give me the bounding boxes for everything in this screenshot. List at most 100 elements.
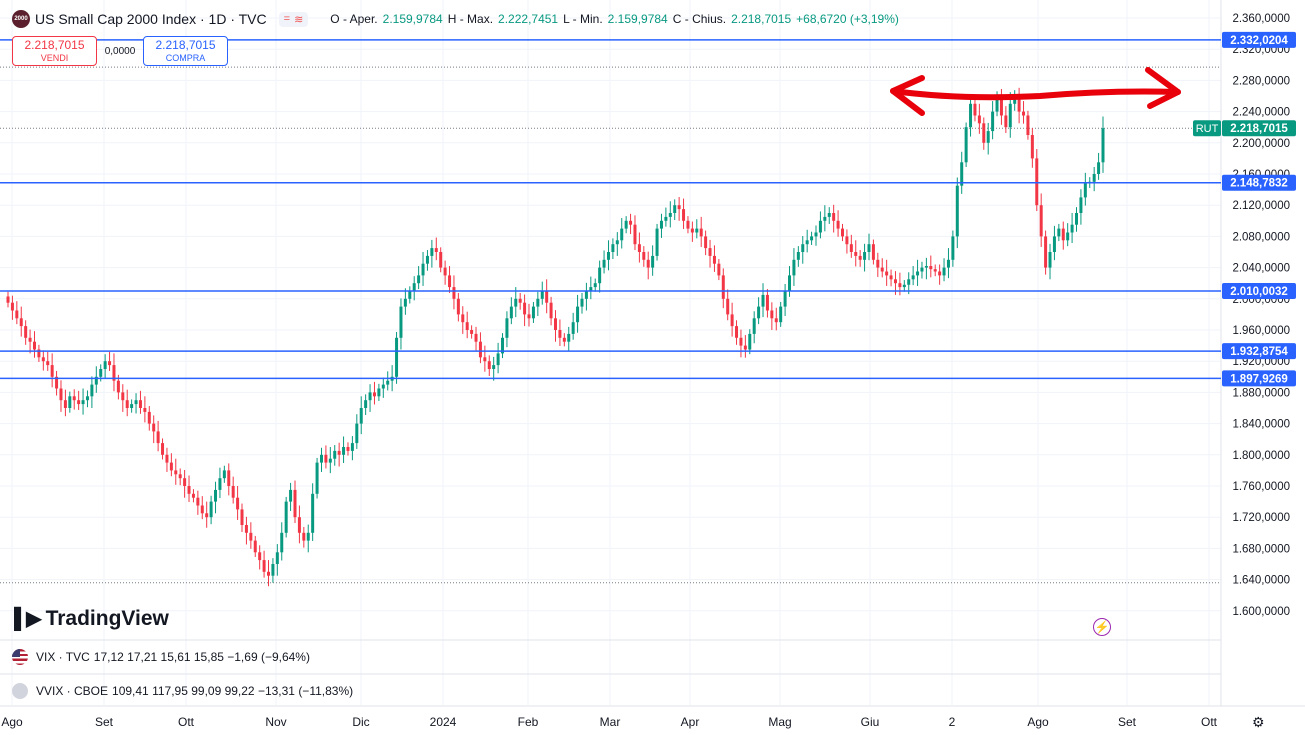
indicator-values: 109,41 117,95 99,09 99,22 −13,31 (−11,83… xyxy=(112,684,354,698)
candle-body xyxy=(871,244,875,260)
candle-body xyxy=(783,291,787,307)
candle-body xyxy=(712,255,716,264)
candle-body xyxy=(814,232,818,237)
candle-body xyxy=(1048,252,1052,268)
price-line-label-bg xyxy=(1222,343,1296,360)
candle-body xyxy=(743,345,747,350)
tradingview-logo[interactable]: ▌▶ TradingView xyxy=(14,606,169,631)
last-price-symbol-bg xyxy=(1193,120,1221,137)
candle-body xyxy=(615,240,619,245)
candle-body xyxy=(509,306,513,319)
y-tick-label: 1.680,0000 xyxy=(1232,543,1290,555)
candle-body xyxy=(854,252,858,256)
candle-body xyxy=(942,267,946,276)
candle-body xyxy=(355,423,359,444)
candle-body xyxy=(439,252,443,268)
candle-body xyxy=(598,267,602,284)
candle-body xyxy=(717,263,721,276)
candle-body xyxy=(805,240,809,245)
candle-body xyxy=(955,185,959,237)
annotation-arrow-left-head xyxy=(890,75,925,116)
candle-body xyxy=(319,454,323,463)
candle-body xyxy=(143,408,147,412)
candle-body xyxy=(90,384,94,397)
candle-body xyxy=(801,244,805,252)
candle-body xyxy=(823,216,827,221)
wave-icon[interactable]: ≋ xyxy=(294,13,304,26)
candle-body xyxy=(1061,228,1065,241)
candle-body xyxy=(253,540,257,553)
candle-body xyxy=(1083,183,1087,198)
candle-body xyxy=(991,111,995,132)
candle-body xyxy=(1035,158,1039,206)
candle-body xyxy=(218,478,222,490)
candle-body xyxy=(156,431,160,444)
candle-body xyxy=(867,244,871,252)
change-value: +68,6720 (+3,19%) xyxy=(796,12,899,26)
y-tick-label: 2.080,0000 xyxy=(1232,231,1290,243)
indicator-vix[interactable]: VIX · TVC 17,12 17,21 15,61 15,85 −1,69 … xyxy=(12,649,310,665)
y-tick-label: 2.240,0000 xyxy=(1232,107,1290,119)
candle-body xyxy=(593,283,597,288)
symbol-logo-icon: 2000 xyxy=(12,10,30,28)
candle-body xyxy=(99,369,103,377)
candle-body xyxy=(1044,236,1048,268)
y-tick-label: 1.800,0000 xyxy=(1232,450,1290,462)
candle-body xyxy=(342,447,346,455)
equal-icon[interactable]: = xyxy=(283,12,291,25)
candle-body xyxy=(655,228,659,256)
candle-body xyxy=(554,318,557,330)
candle-body xyxy=(403,298,407,307)
candle-body xyxy=(483,357,487,362)
y-tick-label: 2.200,0000 xyxy=(1232,138,1290,150)
candle-body xyxy=(982,123,986,143)
candle-body xyxy=(682,209,686,221)
flash-icon[interactable]: ⚡ xyxy=(1093,618,1111,636)
candle-body xyxy=(858,255,862,260)
candle-body xyxy=(924,266,928,268)
candle-body xyxy=(721,275,725,299)
candle-body xyxy=(849,244,853,252)
candle-body xyxy=(704,236,708,249)
annotation-arrow-shaft xyxy=(890,88,1181,101)
candle-body xyxy=(1066,232,1070,241)
candle-body xyxy=(1052,236,1056,252)
candle-body xyxy=(907,279,911,285)
indicator-vvix[interactable]: VVIX · CBOE 109,41 117,95 99,09 99,22 −1… xyxy=(12,683,353,699)
candle-body xyxy=(668,213,672,217)
symbol-title[interactable]: US Small Cap 2000 Index · 1D · TVC xyxy=(35,11,267,27)
buy-label: COMPRA xyxy=(165,53,206,63)
price-line-label: 2.332,0204 xyxy=(1230,35,1288,47)
candle-body xyxy=(686,220,690,229)
candle-body xyxy=(386,380,390,385)
candle-body xyxy=(350,443,354,451)
settings-gear-icon[interactable]: ⚙ xyxy=(1252,714,1265,730)
candle-body xyxy=(818,220,822,233)
indicator-symbol: VIX · TVC xyxy=(36,650,90,664)
cboe-logo-icon xyxy=(12,683,28,699)
candle-body xyxy=(911,275,915,280)
candle-body xyxy=(474,333,478,342)
price-line-label: 2.010,0032 xyxy=(1230,286,1288,298)
trade-panel: 2.218,7015 VENDI 0,0000 2.218,7015 COMPR… xyxy=(12,36,228,66)
candle-body xyxy=(284,501,288,533)
y-tick-label: 2.360,0000 xyxy=(1232,13,1290,25)
candle-body xyxy=(584,291,588,299)
candle-body xyxy=(368,392,372,401)
x-tick-label: Mag xyxy=(768,715,791,729)
candle-body xyxy=(147,411,151,424)
candle-body xyxy=(443,267,447,276)
sell-button[interactable]: 2.218,7015 VENDI xyxy=(12,36,97,66)
candle-body xyxy=(986,131,990,143)
x-tick-label: Ago xyxy=(1,715,23,729)
candle-body xyxy=(796,252,800,260)
y-tick-label: 2.120,0000 xyxy=(1232,200,1290,212)
buy-button[interactable]: 2.218,7015 COMPRA xyxy=(143,36,228,66)
candle-body xyxy=(536,298,540,307)
candle-body xyxy=(231,486,235,498)
candle-body xyxy=(1092,174,1096,182)
candle-body xyxy=(434,248,438,252)
candle-body xyxy=(10,302,14,311)
close-label: C - Chius. xyxy=(672,12,727,26)
